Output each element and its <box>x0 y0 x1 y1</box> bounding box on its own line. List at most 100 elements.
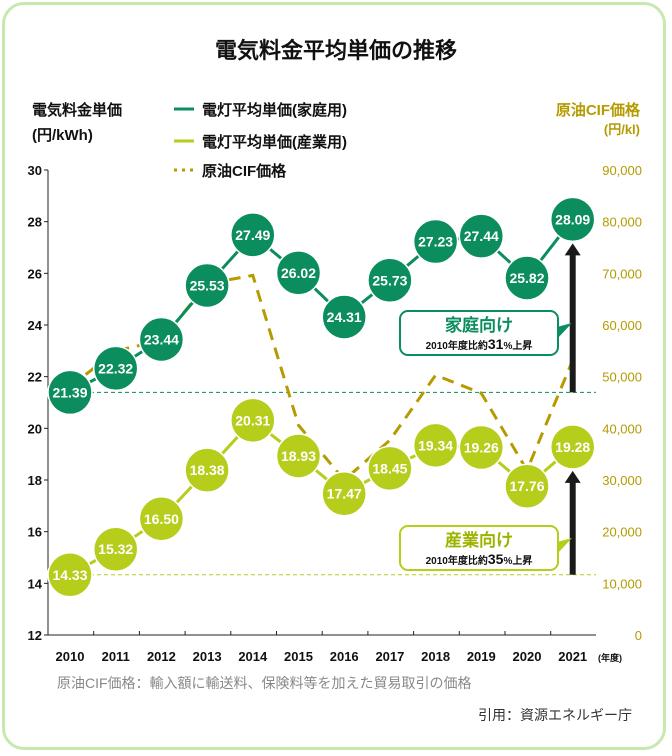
x-axis-unit: (年度) <box>598 652 622 663</box>
right-axis-label-2: (円/kl) <box>604 122 640 137</box>
x-tick-label: 2012 <box>147 649 176 664</box>
industry-arrow-head <box>564 470 581 483</box>
household-data-point <box>367 257 413 304</box>
right-tick-label: 50,000 <box>602 370 642 385</box>
industry-data-point <box>504 463 550 509</box>
left-tick-label: 20 <box>28 421 42 436</box>
household-data-label: 25.53 <box>190 277 225 293</box>
household-data-point <box>184 262 230 309</box>
right-tick-label: 20,000 <box>602 525 642 540</box>
x-tick-label: 2020 <box>513 649 542 664</box>
industry-data-point <box>184 447 230 493</box>
industry-data-label: 19.26 <box>464 439 499 455</box>
household-data-label: 25.73 <box>372 272 407 288</box>
x-tick-label: 2018 <box>421 649 450 664</box>
legend-industry: 電灯平均単価(産業用) <box>202 133 347 151</box>
x-tick-label: 2013 <box>193 649 222 664</box>
left-tick-label: 28 <box>28 215 42 230</box>
industry-data-label: 19.34 <box>418 437 453 453</box>
household-callout-pointer <box>557 323 572 339</box>
left-tick-label: 16 <box>28 525 42 540</box>
industry-data-label: 20.31 <box>235 412 270 428</box>
industry-data-point <box>275 433 322 479</box>
household-data-label: 27.44 <box>464 228 499 244</box>
industry-data-point <box>92 526 139 572</box>
household-callout-text: 2010年度比約31%上昇 <box>426 336 533 352</box>
right-tick-label: 70,000 <box>602 266 642 281</box>
household-arrow-head <box>564 243 581 256</box>
industry-callout-text: 2010年度比約35%上昇 <box>426 551 533 567</box>
household-data-point <box>458 213 505 259</box>
x-tick-label: 2015 <box>284 649 313 664</box>
left-tick-label: 24 <box>28 318 43 333</box>
household-data-point <box>92 345 139 392</box>
x-tick-label: 2021 <box>558 649 587 664</box>
industry-callout-pointer <box>557 538 572 554</box>
x-tick-label: 2016 <box>330 649 359 664</box>
legend-oil: 原油CIF価格 <box>202 162 287 180</box>
chart-title: 電気料金平均単価の推移 <box>215 38 457 63</box>
household-data-label: 25.82 <box>509 270 544 286</box>
household-callout-box <box>399 310 559 356</box>
right-tick-label: 40,000 <box>602 421 642 436</box>
left-tick-label: 14 <box>28 576 43 591</box>
chart-frame <box>2 2 666 750</box>
left-tick-label: 22 <box>28 370 42 385</box>
industry-data-label: 19.28 <box>555 439 590 455</box>
industry-data-point <box>230 397 276 444</box>
household-data-label: 24.31 <box>327 309 362 325</box>
household-data-label: 27.49 <box>235 227 270 243</box>
household-data-point <box>230 212 276 258</box>
x-tick-label: 2011 <box>102 649 130 664</box>
right-tick-label: 30,000 <box>602 473 642 488</box>
household-data-label: 23.44 <box>144 331 179 347</box>
left-axis-label-1: 電気料金単価 <box>32 101 122 119</box>
household-data-point <box>138 316 185 363</box>
x-tick-label: 2017 <box>375 649 404 664</box>
left-tick-label: 30 <box>28 163 42 178</box>
industry-data-label: 18.45 <box>372 460 407 476</box>
left-tick-label: 18 <box>28 473 42 488</box>
legend-household: 電灯平均単価(家庭用) <box>202 101 347 119</box>
industry-data-point <box>367 445 413 492</box>
household-data-point <box>275 250 322 296</box>
industry-callout-box <box>399 525 559 571</box>
industry-data-label: 18.38 <box>190 462 225 478</box>
household-data-label: 22.32 <box>98 360 133 376</box>
household-data-point <box>47 369 93 416</box>
right-tick-label: 0 <box>635 628 642 643</box>
industry-data-point <box>321 470 367 517</box>
right-tick-label: 80,000 <box>602 215 642 230</box>
left-tick-label: 12 <box>28 628 42 643</box>
right-tick-label: 60,000 <box>602 318 642 333</box>
industry-data-point <box>412 422 459 469</box>
household-callout-title: 家庭向け <box>445 315 513 335</box>
household-data-label: 21.39 <box>52 384 87 400</box>
industry-data-label: 18.93 <box>281 448 316 464</box>
industry-data-label: 15.32 <box>98 541 133 557</box>
right-axis-label-1: 原油CIF価格 <box>556 101 641 119</box>
industry-data-point <box>138 496 185 542</box>
industry-callout-title: 産業向け <box>445 530 513 550</box>
industry-data-label: 17.76 <box>509 478 544 494</box>
right-tick-label: 90,000 <box>602 163 642 178</box>
right-tick-label: 10,000 <box>602 576 642 591</box>
x-tick-label: 2010 <box>56 649 85 664</box>
household-data-point <box>549 196 596 243</box>
household-data-label: 26.02 <box>281 265 316 281</box>
legend: 電灯平均単価(家庭用) 電灯平均単価(産業用) 原油CIF価格 <box>174 101 347 180</box>
x-tick-label: 2019 <box>467 649 496 664</box>
industry-data-point <box>458 424 505 471</box>
industry-data-label: 14.33 <box>52 567 87 583</box>
household-data-point <box>504 255 550 301</box>
footnote: 原油CIF価格：輸入額に輸送料、保険料等を加えた貿易取引の価格 <box>57 675 472 691</box>
household-data-label: 28.09 <box>555 211 590 227</box>
household-data-point <box>412 218 459 265</box>
household-data-label: 27.23 <box>418 234 453 250</box>
household-data-point <box>321 294 367 340</box>
industry-data-point <box>549 424 596 470</box>
industry-data-label: 16.50 <box>144 511 179 527</box>
industry-data-label: 17.47 <box>327 486 362 502</box>
industry-data-point <box>47 552 93 598</box>
